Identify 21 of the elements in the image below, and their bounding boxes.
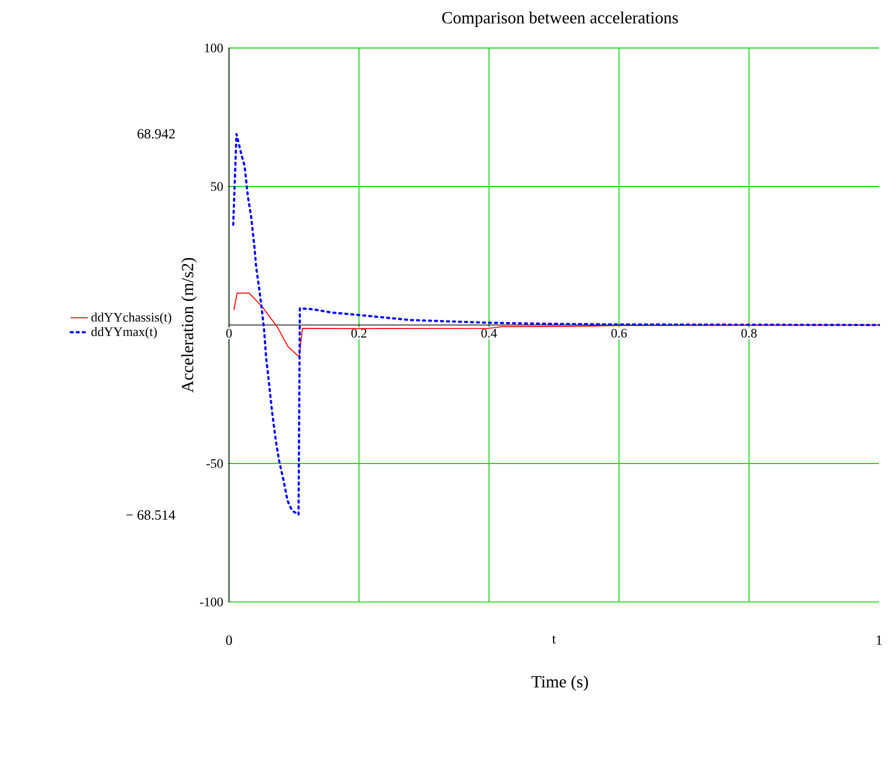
y-axis-title: Acceleration (m/s2) [181,258,197,393]
text: t [552,636,556,644]
y-tick-label: 50 [211,182,223,191]
y-tick-label: -50 [206,459,223,468]
x-tick-label: 0.6 [611,328,627,338]
chart-title: Comparison between accelerations [442,12,678,27]
x-tick-label: 0 [226,328,232,338]
legend-label: ddYYchassis(t) [91,312,172,324]
y-tick-label: -100 [200,598,223,606]
x-tick-label: 0.2 [351,328,366,338]
x-tick-label: 0.8 [741,328,757,338]
text: 0 [226,636,232,645]
line-series [233,292,880,358]
x-tick-label: 0.4 [481,328,497,338]
y-tick-label: 100 [204,44,223,52]
legend-label: ddYYmax(t) [91,326,157,339]
text: 1 [876,636,882,645]
text: 68.942 [138,129,175,139]
x-axis-title: Time (s) [532,676,588,691]
line-series [232,133,880,516]
text: − 68.514 [126,510,176,520]
